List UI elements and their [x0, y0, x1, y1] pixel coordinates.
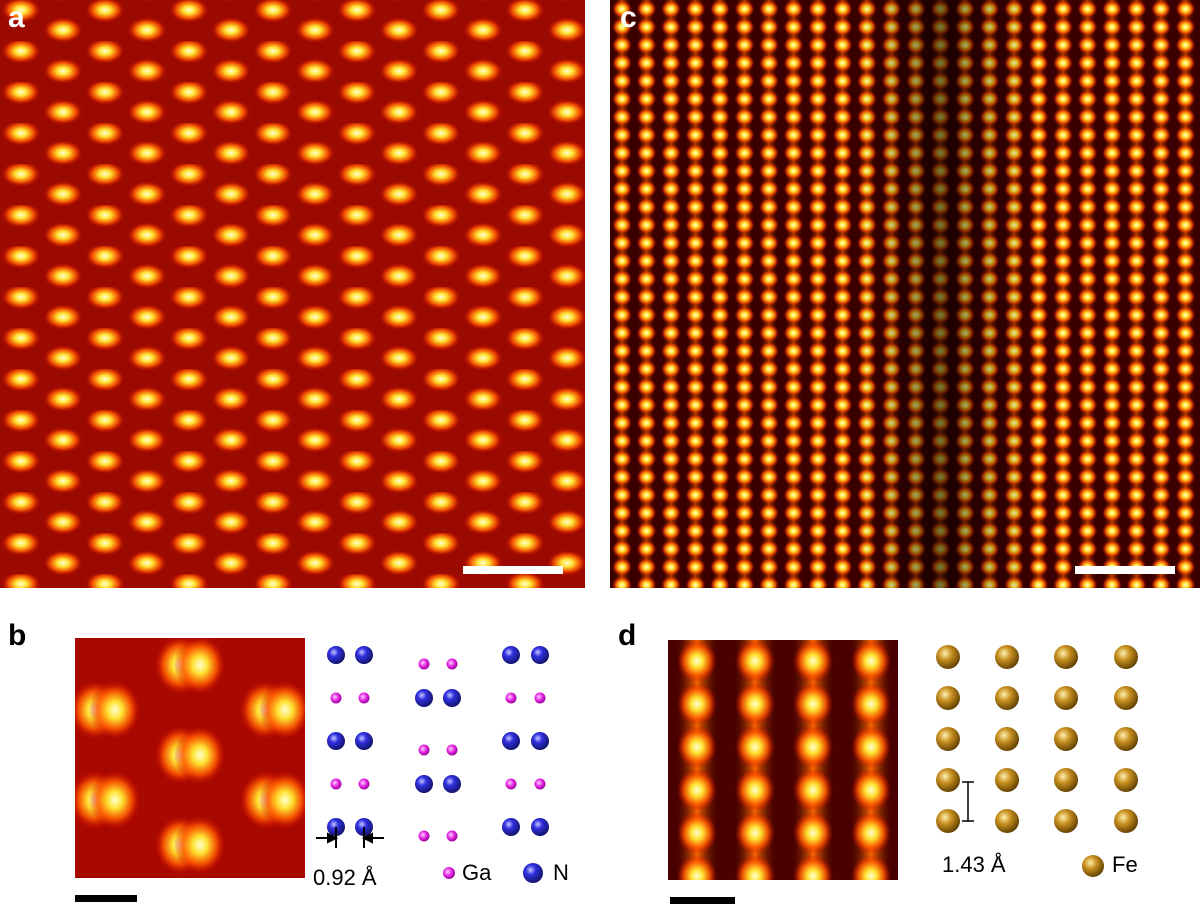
atom-blob: [344, 635, 396, 695]
atom-blob: [174, 638, 226, 695]
atom-blob: [4, 815, 56, 875]
fe-atom: [1054, 768, 1078, 792]
scale-bar: [670, 897, 735, 904]
n-atom: [415, 689, 433, 707]
distance-marker: [962, 781, 974, 822]
fe-atom: [995, 645, 1019, 669]
ga-atom: [418, 744, 430, 756]
legend-label: Ga: [462, 860, 492, 885]
ga-atom: [330, 692, 342, 704]
n-atom: [355, 646, 373, 664]
atom-blob: [0, 815, 36, 875]
n-atom: [531, 646, 549, 664]
scale-bar: [75, 895, 137, 902]
atom-blob: [89, 770, 141, 830]
n-atom: [502, 732, 520, 750]
fe-atom: [936, 686, 960, 710]
atom-blob: [344, 725, 396, 785]
fe-atom: [1054, 809, 1078, 833]
panel-label: b: [8, 619, 26, 652]
ga-atom: [446, 744, 458, 756]
distance-label: 0.92 Å: [313, 865, 377, 890]
legend-label: N: [553, 860, 569, 885]
panel-label: d: [618, 619, 636, 652]
n-atom: [531, 818, 549, 836]
ga-atom: [358, 778, 370, 790]
n-atom: [355, 732, 373, 750]
n-atom: [415, 775, 433, 793]
distance-label: 1.43 Å: [942, 852, 1006, 877]
fe-atom: [995, 768, 1019, 792]
n-atom: [327, 732, 345, 750]
legend-ga-atom: [443, 867, 455, 879]
legend-label: Fe: [1112, 852, 1138, 877]
n-atom: [327, 646, 345, 664]
panel-label: a: [8, 1, 25, 34]
atom-blob: [174, 815, 226, 875]
fe-atom: [936, 727, 960, 751]
ga-atom: [505, 778, 517, 790]
fe-atom: [1114, 727, 1138, 751]
fe-atom: [1114, 768, 1138, 792]
scale-bar: [463, 566, 563, 574]
atom-blob: [259, 770, 305, 830]
fe-atom: [995, 727, 1019, 751]
atom-blob: [174, 725, 226, 785]
ga-atom: [418, 830, 430, 842]
atom-blob: [0, 725, 36, 785]
fe-atom: [1114, 686, 1138, 710]
n-atom: [502, 646, 520, 664]
n-atom: [502, 818, 520, 836]
fe-atom: [995, 686, 1019, 710]
ga-atom: [446, 830, 458, 842]
fe-atom: [936, 645, 960, 669]
ga-atom: [418, 658, 430, 670]
fe-atom: [1054, 686, 1078, 710]
arrow-head: [361, 832, 373, 844]
atom-blob: [324, 635, 376, 695]
stem-image-a: [0, 0, 585, 588]
fe-atom: [936, 768, 960, 792]
distance-marker: [316, 827, 384, 848]
fe-atom: [1054, 727, 1078, 751]
fe-atom: [1114, 809, 1138, 833]
fe-atom: [995, 809, 1019, 833]
ga-atom: [505, 692, 517, 704]
fe-atom: [936, 809, 960, 833]
arrow-head: [327, 832, 339, 844]
ga-atom: [358, 692, 370, 704]
atom-blob: [259, 680, 305, 740]
legend-fe-atom: [1082, 855, 1104, 877]
n-atom: [531, 732, 549, 750]
ga-atom: [330, 778, 342, 790]
simulated-image-d: [668, 640, 898, 880]
panel-label: c: [620, 1, 637, 34]
n-atom: [443, 775, 461, 793]
n-atom: [443, 689, 461, 707]
simulated-image-b: [0, 635, 396, 878]
ga-atom: [446, 658, 458, 670]
scale-bar: [1075, 566, 1175, 574]
legend-n-atom: [523, 863, 543, 883]
atom-blob: [89, 680, 141, 740]
contrast-band: [860, 0, 1040, 588]
ga-atom: [534, 778, 546, 790]
ga-atom: [534, 692, 546, 704]
fe-atom: [1114, 645, 1138, 669]
fe-atom: [1054, 645, 1078, 669]
atom-blob: [4, 725, 56, 785]
